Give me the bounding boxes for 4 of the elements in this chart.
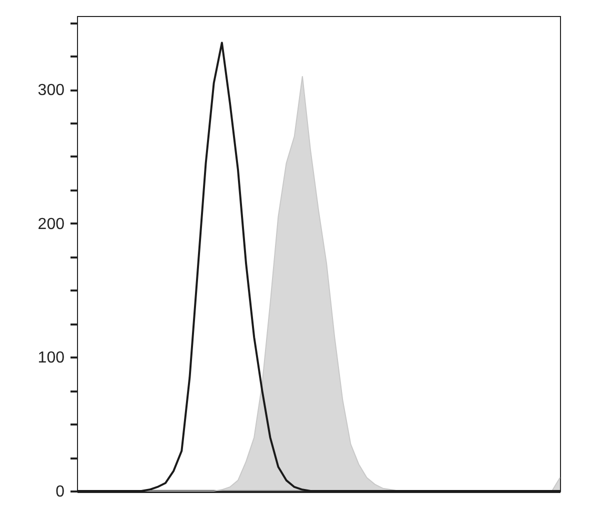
y-tick-label: 100 (38, 350, 65, 367)
y-tick-label: 0 (56, 484, 65, 500)
y-tick-label: 200 (38, 216, 65, 233)
y-tick-label: 300 (38, 82, 65, 100)
